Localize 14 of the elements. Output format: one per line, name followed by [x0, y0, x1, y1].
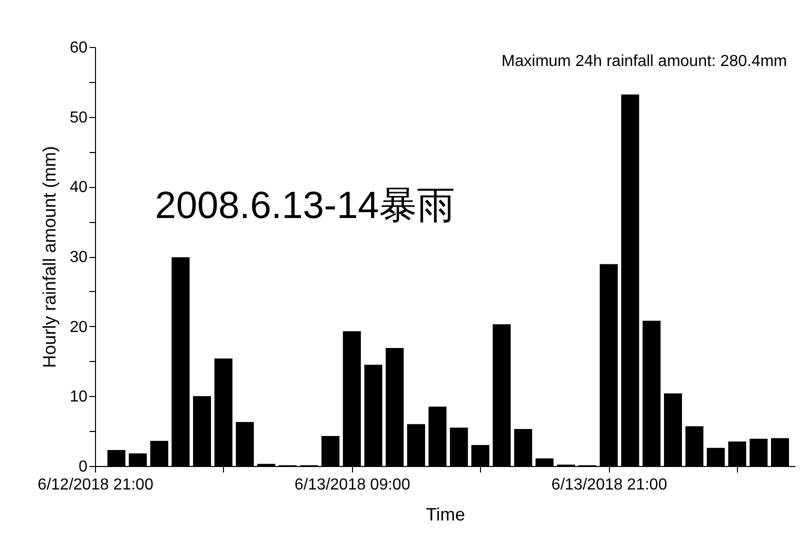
y-tick-label: 40 [70, 179, 88, 196]
annotation: 2008.6.13-14暴雨 [155, 185, 455, 227]
y-tick-label: 10 [70, 388, 88, 406]
x-tick-label: 6/13/2018 09:00 [294, 476, 410, 494]
y-tick-label: 20 [70, 318, 88, 336]
y-tick-label: 50 [70, 109, 88, 126]
x-axis-title: Time [426, 504, 466, 524]
annotation: Maximum 24h rainfall amount: 280.4mm [502, 53, 787, 70]
y-tick-label: 0 [78, 458, 88, 476]
y-tick-label: 60 [70, 40, 88, 56]
x-tick-label: 6/13/2018 21:00 [551, 476, 668, 494]
y-tick-label: 30 [70, 249, 88, 266]
x-tick-label: 6/12/2018 21:00 [38, 476, 154, 494]
y-axis-title: Hourly rainfall amount (mm) [40, 146, 60, 368]
